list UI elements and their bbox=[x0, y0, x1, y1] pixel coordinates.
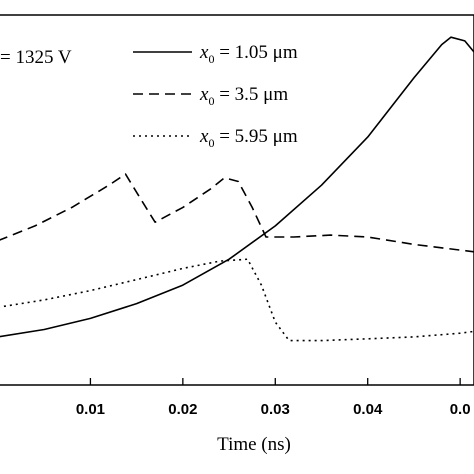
plot-area bbox=[0, 14, 474, 386]
legend-label-2: x0 = 3.5 μm bbox=[199, 84, 288, 108]
x-tick-label: 0.04 bbox=[353, 401, 383, 418]
legend-label-1: x0 = 1.05 μm bbox=[199, 42, 298, 66]
series-line-1 bbox=[0, 36, 474, 338]
series-line-2 bbox=[0, 173, 474, 253]
x-tick-label: 0.0 bbox=[450, 401, 471, 418]
x-tick-label: 0.02 bbox=[168, 401, 197, 418]
legend: x0 = 1.05 μm x0 = 3.5 μm x0 = 5.95 μm bbox=[133, 42, 298, 150]
x-axis-ticks: 0.01 0.02 0.03 0.04 0.0 bbox=[76, 378, 471, 418]
x-tick-label: 0.01 bbox=[76, 401, 105, 418]
x-axis-label: Time (ns) bbox=[217, 434, 291, 455]
x-tick-label: 0.03 bbox=[261, 401, 290, 418]
series-line-3 bbox=[0, 258, 474, 342]
series-layer bbox=[0, 36, 474, 342]
legend-label-3: x0 = 5.95 μm bbox=[199, 126, 298, 150]
voltage-annotation: = 1325 V bbox=[0, 47, 72, 68]
plot-border bbox=[0, 14, 474, 386]
